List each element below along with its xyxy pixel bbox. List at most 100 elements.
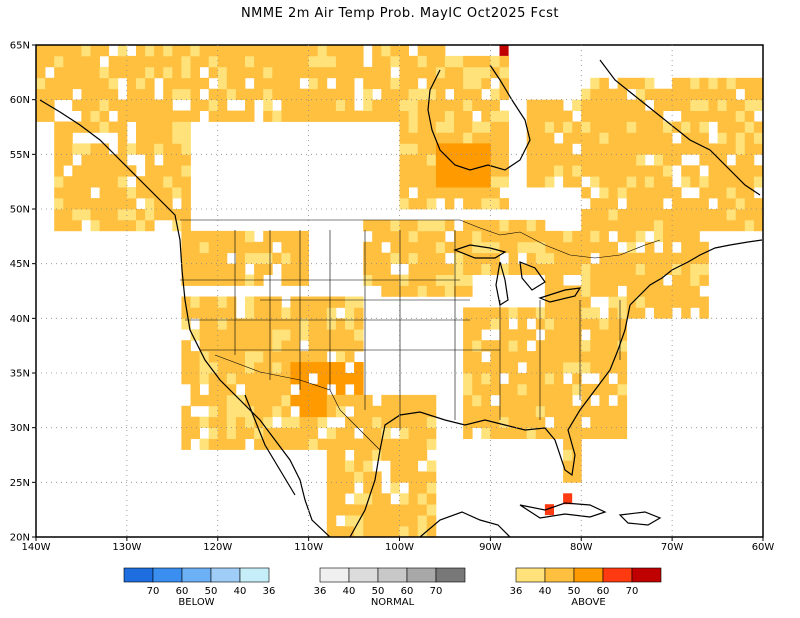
prob-cell — [235, 241, 246, 254]
prob-cell — [444, 187, 455, 199]
prob-cell — [753, 99, 763, 111]
prob-cell — [699, 88, 709, 100]
prob-cell — [226, 373, 237, 385]
prob-cell — [363, 460, 373, 472]
prob-cell — [190, 99, 200, 111]
prob-cell — [81, 110, 91, 122]
prob-cell — [117, 110, 128, 122]
prob-cell — [572, 121, 582, 133]
prob-cell — [526, 132, 537, 144]
prob-cell — [172, 77, 182, 90]
prob-cell — [481, 121, 491, 133]
prob-cell — [290, 373, 300, 385]
prob-cell — [81, 176, 91, 188]
prob-cell — [390, 515, 400, 527]
prob-cell — [399, 132, 409, 144]
prob-cell — [681, 285, 691, 297]
prob-cell — [181, 66, 191, 79]
prob-cell — [308, 383, 319, 396]
prob-cell — [217, 340, 228, 352]
prob-cell — [572, 285, 582, 297]
prob-cell — [726, 219, 737, 232]
prob-cell — [326, 405, 337, 418]
prob-cell — [390, 241, 400, 254]
prob-cell — [390, 526, 400, 537]
prob-cell — [426, 482, 437, 494]
prob-cell — [299, 394, 309, 407]
prob-cell — [663, 187, 673, 199]
prob-cell — [735, 154, 746, 166]
prob-cell — [617, 132, 628, 144]
prob-cell — [335, 526, 346, 537]
prob-cell — [554, 296, 564, 308]
prob-cell — [317, 340, 328, 352]
prob-cell — [554, 230, 564, 243]
prob-cell — [663, 263, 673, 275]
prob-cell — [663, 154, 673, 166]
legend-category-label: NORMAL — [371, 597, 415, 608]
prob-cell — [199, 241, 210, 254]
prob-cell — [181, 416, 191, 428]
prob-cell — [663, 88, 673, 100]
prob-cell — [299, 99, 309, 111]
prob-cell — [290, 252, 300, 264]
prob-cell — [308, 394, 319, 407]
prob-cell — [717, 88, 728, 100]
prob-cell — [417, 263, 428, 275]
prob-cell — [726, 143, 737, 155]
prob-cell — [399, 438, 409, 450]
prob-cell — [63, 219, 73, 232]
prob-cell — [599, 241, 609, 254]
prob-cell — [563, 132, 573, 144]
prob-cell — [563, 438, 573, 450]
prob-cell — [354, 55, 364, 68]
prob-cell — [290, 55, 300, 68]
prob-cell — [172, 154, 182, 166]
prob-cell — [708, 176, 718, 188]
prob-cell — [435, 110, 446, 122]
prob-cell — [381, 219, 391, 232]
prob-cell — [617, 263, 628, 275]
prob-cell — [226, 416, 237, 428]
prob-cell — [708, 209, 718, 221]
lon-tick-label: 130W — [112, 542, 141, 553]
prob-cell — [281, 318, 291, 330]
prob-cell — [263, 45, 273, 57]
prob-cell — [444, 285, 455, 297]
prob-cell — [554, 274, 564, 286]
prob-cell — [517, 416, 528, 428]
prob-cell — [526, 427, 537, 439]
prob-cell — [272, 329, 282, 341]
legend-tick-label: 40 — [234, 586, 247, 597]
prob-cell — [435, 143, 446, 155]
prob-cell — [181, 241, 191, 254]
prob-cell — [554, 263, 564, 275]
lon-tick-label: 80W — [570, 542, 593, 553]
prob-cell — [254, 45, 264, 57]
prob-cell — [508, 373, 519, 385]
prob-cell — [72, 77, 82, 90]
prob-cell — [517, 219, 528, 232]
prob-cell — [272, 383, 282, 396]
prob-cell — [181, 209, 191, 221]
prob-cell — [226, 88, 237, 100]
prob-cell — [572, 438, 582, 450]
prob-cell — [708, 165, 718, 177]
prob-cell — [735, 121, 746, 133]
prob-cell — [172, 110, 182, 122]
prob-cell — [572, 362, 582, 374]
prob-cell — [681, 230, 691, 243]
prob-cell — [72, 165, 82, 177]
prob-cell — [263, 66, 273, 79]
prob-cell — [190, 252, 200, 264]
gulf-coast — [349, 304, 631, 537]
prob-cell — [526, 230, 537, 243]
prob-cell — [226, 45, 237, 57]
prob-cell — [399, 143, 409, 155]
prob-cell — [263, 362, 273, 374]
political-borders — [180, 219, 661, 451]
prob-cell — [544, 241, 555, 254]
prob-cell — [145, 88, 155, 100]
prob-cell — [145, 143, 155, 155]
prob-cell — [717, 187, 728, 199]
